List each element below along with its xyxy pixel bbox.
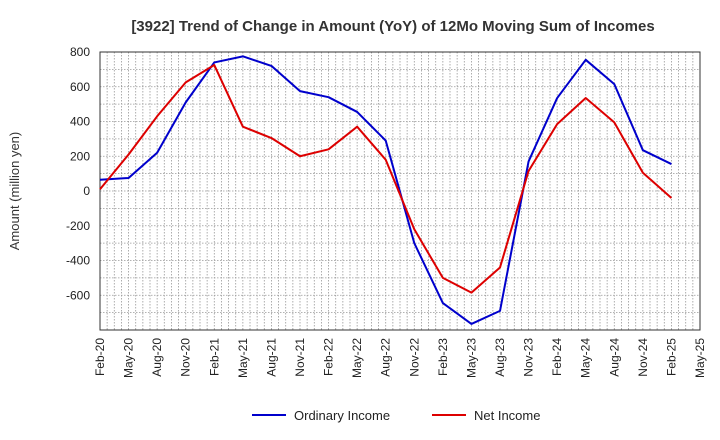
x-tick-label: Nov-20 [179, 338, 193, 377]
legend: Ordinary Income Net Income [252, 408, 540, 423]
x-tick-label: Feb-24 [550, 338, 564, 376]
x-tick-label: Feb-21 [207, 338, 221, 376]
y-tick-label: 600 [70, 80, 90, 94]
x-tick-label: Nov-23 [522, 338, 536, 377]
x-tick-label: Aug-23 [493, 338, 507, 377]
x-tick-label: May-24 [579, 338, 593, 378]
x-tick-label: May-21 [236, 338, 250, 378]
x-tick-label: May-25 [693, 338, 707, 378]
plot-frame [99, 51, 701, 331]
y-tick-label: 800 [70, 45, 90, 59]
y-tick-labels: 800 600 400 200 0 -200 -400 -600 [66, 45, 90, 302]
x-tick-labels: Feb-20 May-20 Aug-20 Nov-20 Feb-21 May-21 Aug-… [93, 338, 707, 378]
series-line-net-income [99, 64, 673, 294]
y-axis-label: Amount (million yen) [7, 132, 22, 251]
x-tick-label: Nov-22 [407, 338, 421, 377]
series-line-ordinary-income [99, 55, 672, 325]
x-tick-label: Feb-22 [322, 338, 336, 376]
grid-lines [100, 52, 700, 330]
y-tick-label: 200 [70, 149, 90, 163]
series-lines [99, 55, 673, 325]
y-tick-label: 400 [70, 115, 90, 129]
x-tick-label: May-20 [122, 338, 136, 378]
x-tick-label: Feb-20 [93, 338, 107, 376]
x-tick-label: Aug-21 [264, 338, 278, 377]
y-tick-label: 0 [83, 184, 90, 198]
y-tick-label: -200 [66, 219, 90, 233]
x-tick-label: May-23 [464, 338, 478, 378]
y-tick-label: -600 [66, 288, 90, 302]
x-tick-label: Aug-20 [150, 338, 164, 377]
x-tick-label: Feb-25 [664, 338, 678, 376]
x-tick-label: Feb-23 [436, 338, 450, 376]
x-tick-label: Aug-22 [379, 338, 393, 377]
legend-label-net-income: Net Income [474, 408, 540, 423]
legend-label-ordinary-income: Ordinary Income [294, 408, 390, 423]
y-tick-label: -400 [66, 254, 90, 268]
x-tick-label: Nov-21 [293, 338, 307, 377]
x-tick-label: Aug-24 [607, 338, 621, 377]
chart-title: [3922] Trend of Change in Amount (YoY) o… [131, 18, 654, 35]
x-tick-label: May-22 [350, 338, 364, 378]
x-tick-label: Nov-24 [636, 338, 650, 377]
